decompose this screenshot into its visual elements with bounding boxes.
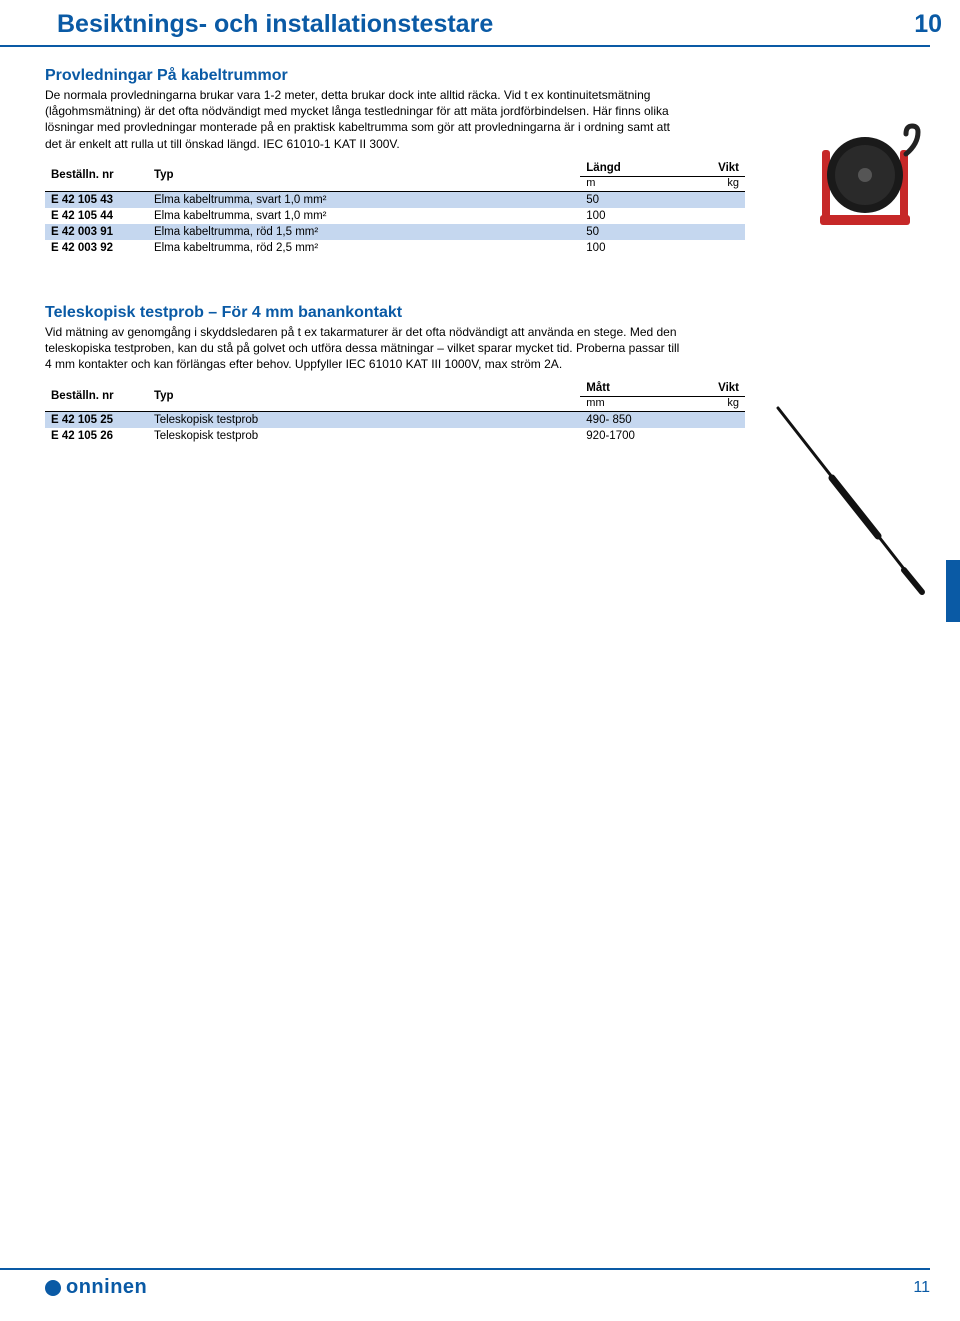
logo-dot-icon bbox=[45, 1280, 61, 1296]
header-rule bbox=[45, 45, 930, 47]
col-len: Mått bbox=[580, 380, 673, 397]
cell-wt bbox=[673, 412, 745, 429]
cell-order: E 42 105 43 bbox=[45, 191, 148, 208]
col-wt: Vikt bbox=[673, 160, 745, 177]
header: Besiktnings- och installationstestare 10 bbox=[0, 0, 960, 47]
section-title: Provledningar På kabeltrummor bbox=[45, 67, 930, 85]
table-row: E 42 105 26Teleskopisk testprob920-1700 bbox=[45, 428, 745, 444]
col-len: Längd bbox=[580, 160, 673, 177]
col-len-unit: mm bbox=[580, 397, 673, 412]
col-wt-unit: kg bbox=[673, 176, 745, 191]
side-tab bbox=[946, 560, 960, 622]
cell-type: Elma kabeltrumma, röd 2,5 mm² bbox=[148, 240, 580, 256]
cell-type: Teleskopisk testprob bbox=[148, 412, 580, 429]
table-testprob: Beställn. nr Typ Mått Vikt mm kg E 42 10… bbox=[45, 380, 745, 444]
cell-type: Teleskopisk testprob bbox=[148, 428, 580, 444]
section-title: Teleskopisk testprob – För 4 mm banankon… bbox=[45, 304, 930, 322]
col-wt-unit: kg bbox=[673, 397, 745, 412]
table-row: E 42 105 25Teleskopisk testprob490- 850 bbox=[45, 412, 745, 429]
product-image-reel bbox=[810, 120, 930, 230]
col-order: Beställn. nr bbox=[45, 160, 148, 192]
page-footer: onninen 11 bbox=[0, 1268, 960, 1299]
cell-order: E 42 003 91 bbox=[45, 224, 148, 240]
col-order: Beställn. nr bbox=[45, 380, 148, 412]
cell-type: Elma kabeltrumma, svart 1,0 mm² bbox=[148, 208, 580, 224]
col-type: Typ bbox=[148, 380, 580, 412]
cell-len: 920-1700 bbox=[580, 428, 673, 444]
product-image-probe bbox=[770, 400, 930, 600]
cell-order: E 42 003 92 bbox=[45, 240, 148, 256]
cell-len: 50 bbox=[580, 191, 673, 208]
page-number: 11 bbox=[913, 1279, 930, 1297]
section-provledningar: Provledningar På kabeltrummor De normala… bbox=[45, 67, 930, 256]
col-wt: Vikt bbox=[673, 380, 745, 397]
brand-name: onninen bbox=[66, 1276, 147, 1299]
section-body: Vid mätning av genomgång i skyddsledaren… bbox=[45, 324, 685, 373]
page-title: Besiktnings- och installationstestare bbox=[45, 0, 505, 45]
cell-len: 490- 850 bbox=[580, 412, 673, 429]
chapter-number: 10 bbox=[908, 0, 960, 45]
rule-segment bbox=[0, 45, 45, 47]
table-row: E 42 105 43Elma kabeltrumma, svart 1,0 m… bbox=[45, 191, 745, 208]
cell-order: E 42 105 26 bbox=[45, 428, 148, 444]
section-body: De normala provledningarna brukar vara 1… bbox=[45, 87, 685, 152]
cell-order: E 42 105 25 bbox=[45, 412, 148, 429]
table-row: E 42 003 91Elma kabeltrumma, röd 1,5 mm²… bbox=[45, 224, 745, 240]
footer-rule bbox=[0, 1268, 930, 1270]
brand-logo: onninen bbox=[45, 1276, 147, 1299]
cell-wt bbox=[673, 224, 745, 240]
cell-order: E 42 105 44 bbox=[45, 208, 148, 224]
table-row: E 42 003 92Elma kabeltrumma, röd 2,5 mm²… bbox=[45, 240, 745, 256]
cell-wt bbox=[673, 240, 745, 256]
cell-len: 50 bbox=[580, 224, 673, 240]
cell-len: 100 bbox=[580, 240, 673, 256]
cell-wt bbox=[673, 208, 745, 224]
cell-type: Elma kabeltrumma, svart 1,0 mm² bbox=[148, 191, 580, 208]
cell-wt bbox=[673, 191, 745, 208]
col-len-unit: m bbox=[580, 176, 673, 191]
cell-len: 100 bbox=[580, 208, 673, 224]
cell-type: Elma kabeltrumma, röd 1,5 mm² bbox=[148, 224, 580, 240]
table-row: E 42 105 44Elma kabeltrumma, svart 1,0 m… bbox=[45, 208, 745, 224]
col-type: Typ bbox=[148, 160, 580, 192]
cell-wt bbox=[673, 428, 745, 444]
table-kabeltrummor: Beställn. nr Typ Längd Vikt m kg E 42 10… bbox=[45, 160, 745, 256]
